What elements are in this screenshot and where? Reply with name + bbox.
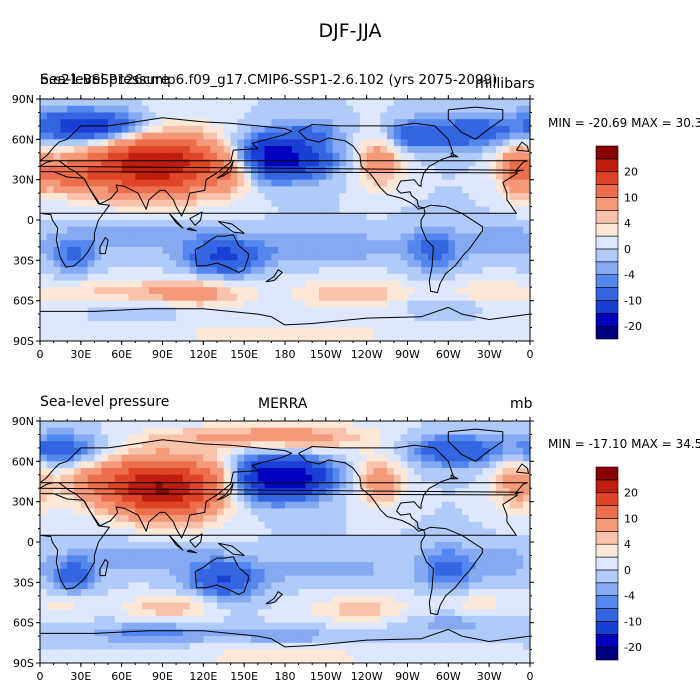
colorbar-box: [595, 518, 619, 532]
max-value: 30.32: [675, 116, 700, 130]
lon-tick-label: 120E: [189, 670, 217, 683]
min-max-readout: MIN = -20.69 MAX = 30.32: [548, 116, 700, 130]
colorbar-label: 10: [624, 191, 638, 204]
lon-tick-label: 90W: [395, 670, 420, 683]
max-value: 34.59: [675, 437, 700, 451]
coastlines: [40, 106, 530, 326]
colorbar-label: -4: [624, 269, 635, 282]
lat-tick-label: 30S: [13, 254, 34, 267]
colorbar-box: [595, 479, 619, 494]
lon-tick-label: 90W: [395, 348, 420, 361]
lon-tick-label: 150E: [230, 348, 258, 361]
panel-left-title: Sea-level pressure: [40, 72, 170, 88]
coastlines: [40, 428, 530, 648]
lat-tick-label: 30S: [13, 576, 34, 589]
colorbar-box: [595, 608, 619, 622]
lat-tick-label: 60S: [13, 295, 34, 308]
lon-tick-label: 60E: [111, 670, 132, 683]
lon-tick-label: 90E: [152, 348, 173, 361]
lon-tick-label: 150W: [310, 348, 342, 361]
lat-tick-label: 0: [27, 214, 34, 227]
panel-center-title: MERRA: [258, 396, 308, 412]
colorbar-box: [595, 646, 619, 661]
lat-tick-label: 30N: [12, 174, 34, 187]
figure-title: DJF-JJA: [318, 20, 382, 42]
colorbar-label: -4: [624, 590, 635, 603]
colorbar-label: -20: [624, 641, 642, 654]
colorbar-box: [595, 505, 619, 519]
lon-tick-label: 180: [275, 670, 296, 683]
colorbar: 20 10 4 0 -4 -10 -20: [595, 466, 642, 661]
colorbar-box: [595, 145, 619, 160]
colorbar-box: [595, 531, 619, 545]
lon-tick-label: 120W: [351, 670, 383, 683]
lon-tick-label: 0: [37, 348, 44, 361]
pressure-field: [40, 99, 530, 341]
lon-tick-label: 90E: [152, 670, 173, 683]
lon-tick-label: 30W: [477, 670, 502, 683]
lat-tick-label: 60N: [12, 133, 34, 146]
lat-tick-label: 90S: [13, 335, 34, 348]
colorbar-label: 20: [624, 166, 638, 179]
lat-tick-label: 0: [27, 536, 34, 549]
colorbar: 20 10 4 0 -4 -10 -20: [595, 145, 642, 340]
lon-tick-label: 30E: [70, 348, 91, 361]
colorbar-label: -10: [624, 615, 642, 628]
panel-left-title: Sea-level pressure: [40, 394, 170, 410]
lon-tick-label: 150W: [310, 670, 342, 683]
colorbar-box: [595, 556, 619, 571]
lat-tick-label: 60S: [13, 617, 34, 630]
lon-tick-label: 60W: [436, 348, 461, 361]
min-value: -17.10: [588, 437, 628, 451]
min-max-readout: MIN = -17.10 MAX = 34.59: [548, 437, 700, 451]
lon-tick-label: 30W: [477, 348, 502, 361]
lon-tick-label: 150E: [230, 670, 258, 683]
lon-tick-label: 180: [275, 348, 296, 361]
lon-tick-label: 0: [37, 670, 44, 683]
colorbar-label: -10: [624, 294, 642, 307]
colorbar-label: 4: [624, 538, 631, 551]
pressure-field: [40, 421, 530, 663]
colorbar-box: [595, 582, 619, 596]
colorbar-box: [595, 595, 619, 609]
colorbar-label: 10: [624, 512, 638, 525]
lon-tick-label: 0: [527, 670, 534, 683]
lon-tick-label: 60W: [436, 670, 461, 683]
colorbar-label: 0: [624, 564, 631, 577]
colorbar-box: [595, 633, 619, 648]
colorbar-label: -20: [624, 320, 642, 333]
panel-center-title: b.e21.BSSP126cmip6.f09_g17.CMIP6-SSP1-2.…: [40, 72, 498, 88]
lat-tick-label: 90N: [12, 93, 34, 106]
lon-tick-label: 30E: [70, 670, 91, 683]
min-value: -20.69: [588, 116, 628, 130]
colorbar-label: 0: [624, 243, 631, 256]
panel-units: millibars: [475, 76, 535, 92]
panel-units: mb: [510, 396, 533, 412]
colorbar-box: [595, 492, 619, 506]
colorbar-box: [595, 543, 619, 558]
lon-tick-label: 120E: [189, 348, 217, 361]
colorbar-box: [595, 621, 619, 635]
lat-tick-label: 90S: [13, 657, 34, 670]
lon-tick-label: 120W: [351, 348, 383, 361]
colorbar-label: 20: [624, 487, 638, 500]
colorbar-label: 4: [624, 217, 631, 230]
lat-tick-label: 90N: [12, 415, 34, 428]
lon-tick-label: 60E: [111, 348, 132, 361]
colorbar-box: [595, 569, 619, 584]
lat-tick-label: 30N: [12, 496, 34, 509]
colorbar-box: [595, 466, 619, 481]
lat-tick-label: 60N: [12, 455, 34, 468]
lon-tick-label: 0: [527, 348, 534, 361]
